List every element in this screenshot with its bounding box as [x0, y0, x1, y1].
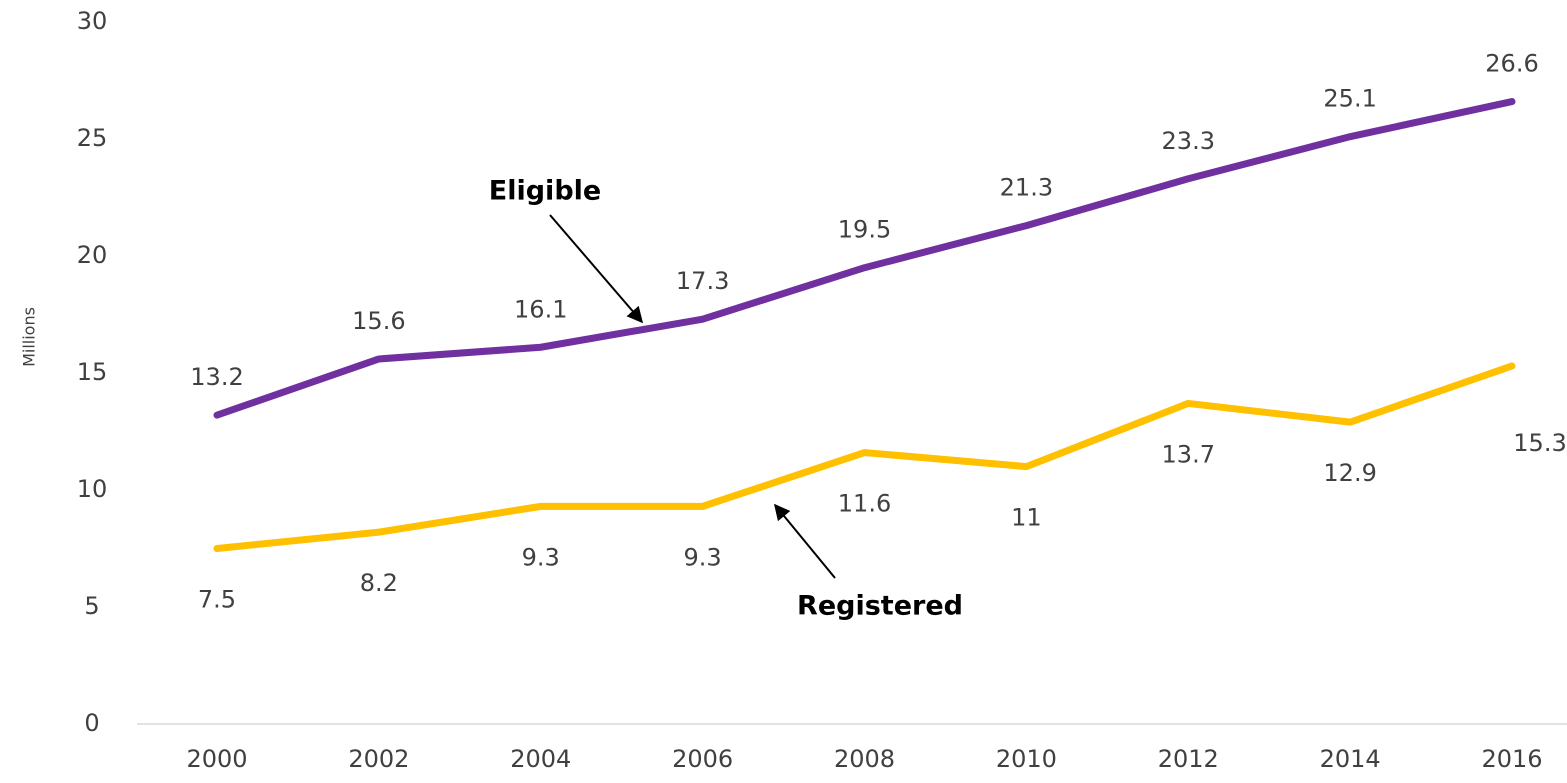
- data-label: 15.6: [352, 307, 405, 335]
- series-line: [213, 98, 1516, 419]
- annotation-arrow: [773, 503, 836, 579]
- y-tick-label: 15: [77, 358, 108, 386]
- data-label: 13.2: [190, 363, 243, 391]
- x-tick-label: 2014: [1320, 745, 1381, 773]
- y-axis-label: Millions: [20, 307, 39, 367]
- x-tick-label: 2008: [834, 745, 895, 773]
- data-label: 19.5: [838, 216, 891, 244]
- y-tick-label: 10: [77, 475, 108, 503]
- y-tick-label: 5: [84, 592, 99, 620]
- x-tick-label: 2000: [186, 745, 247, 773]
- data-label: 9.3: [522, 543, 560, 571]
- data-label: 23.3: [1162, 127, 1215, 155]
- y-tick-label: 25: [77, 124, 108, 152]
- y-tick-label: 30: [77, 7, 108, 35]
- x-tick-label: 2006: [672, 745, 733, 773]
- data-label: 13.7: [1162, 440, 1215, 468]
- data-label: 8.2: [360, 569, 398, 597]
- x-tick-label: 2002: [348, 745, 409, 773]
- annotation: Registered: [797, 591, 963, 622]
- data-label: 21.3: [1000, 174, 1053, 202]
- data-label: 25.1: [1323, 85, 1376, 113]
- series-line: [213, 362, 1516, 552]
- data-label: 17.3: [676, 267, 729, 295]
- data-label: 11.6: [838, 490, 891, 518]
- data-label: 9.3: [684, 543, 722, 571]
- x-tick-label: 2016: [1481, 745, 1542, 773]
- data-label: 7.5: [198, 586, 236, 614]
- annotation: Eligible: [489, 176, 601, 207]
- y-tick-label: 0: [84, 709, 99, 737]
- x-tick-label: 2012: [1158, 745, 1219, 773]
- data-label: 15.3: [1513, 429, 1566, 457]
- x-tick-label: 2010: [996, 745, 1057, 773]
- data-label: 11: [1011, 504, 1042, 532]
- x-tick-label: 2004: [510, 745, 571, 773]
- annotation-arrow: [549, 214, 644, 324]
- data-label: 16.1: [514, 295, 567, 323]
- data-label: 26.6: [1485, 50, 1538, 78]
- y-tick-label: 20: [77, 241, 108, 269]
- data-label: 12.9: [1323, 459, 1376, 487]
